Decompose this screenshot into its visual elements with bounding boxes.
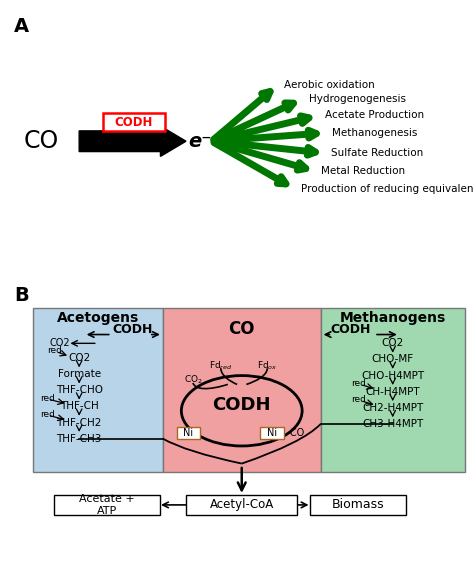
FancyBboxPatch shape: [260, 427, 283, 439]
Text: red: red: [40, 410, 55, 419]
Text: red: red: [351, 395, 366, 404]
Text: red: red: [46, 346, 62, 355]
Text: Metal Reduction: Metal Reduction: [321, 167, 406, 177]
Text: Sulfate Reduction: Sulfate Reduction: [331, 148, 424, 158]
Text: –CO: –CO: [286, 428, 305, 438]
Bar: [163, 308, 321, 472]
Text: Production of reducing equivalence: Production of reducing equivalence: [301, 184, 474, 194]
Ellipse shape: [182, 375, 302, 446]
Text: CODH: CODH: [331, 323, 371, 336]
Text: Fd$_{red}$: Fd$_{red}$: [209, 359, 233, 371]
Text: CO2: CO2: [382, 338, 404, 348]
Text: Acetate Production: Acetate Production: [325, 110, 424, 120]
Text: CO: CO: [23, 129, 59, 153]
Text: THF-CH: THF-CH: [60, 401, 99, 411]
Text: CO2: CO2: [49, 338, 70, 348]
Text: B: B: [14, 286, 29, 305]
Text: Ni: Ni: [267, 428, 277, 438]
FancyBboxPatch shape: [186, 495, 297, 515]
Text: Acetyl-CoA: Acetyl-CoA: [210, 499, 274, 511]
Text: CH2-H4MPT: CH2-H4MPT: [362, 403, 423, 413]
Text: CH3-H4MPT: CH3-H4MPT: [362, 419, 423, 429]
FancyBboxPatch shape: [177, 427, 200, 439]
Text: THF-CHO: THF-CHO: [55, 385, 103, 395]
Text: CODH: CODH: [115, 116, 153, 129]
Text: CODH: CODH: [112, 323, 153, 336]
Text: THF-CH3: THF-CH3: [56, 434, 102, 444]
FancyBboxPatch shape: [54, 495, 160, 515]
Text: Methanogenesis: Methanogenesis: [332, 128, 418, 138]
Text: THF-CH2: THF-CH2: [56, 417, 102, 427]
Text: Methanogens: Methanogens: [339, 312, 446, 325]
FancyArrow shape: [79, 126, 186, 156]
Text: CO2: CO2: [68, 353, 90, 363]
Text: CO: CO: [228, 320, 255, 338]
Text: CODH: CODH: [212, 396, 271, 414]
Text: CH-H4MPT: CH-H4MPT: [365, 387, 420, 397]
Text: Formate: Formate: [58, 369, 100, 379]
Bar: [33, 308, 163, 472]
Text: A: A: [14, 17, 29, 36]
Text: Ni: Ni: [183, 428, 193, 438]
Text: CO$_2$: CO$_2$: [183, 374, 202, 386]
Text: Acetate +
ATP: Acetate + ATP: [79, 494, 135, 516]
Text: Fd$_{ox}$: Fd$_{ox}$: [257, 359, 278, 371]
FancyBboxPatch shape: [103, 113, 164, 131]
Text: red: red: [40, 394, 55, 402]
Text: Hydrogenogenesis: Hydrogenogenesis: [309, 94, 406, 104]
Text: Acetogens: Acetogens: [56, 312, 139, 325]
Text: e⁻: e⁻: [188, 132, 212, 151]
Text: CHO-MF: CHO-MF: [372, 354, 414, 365]
Text: Aerobic oxidation: Aerobic oxidation: [284, 80, 374, 90]
Text: CHO-H4MPT: CHO-H4MPT: [361, 371, 424, 381]
Bar: [321, 308, 465, 472]
FancyBboxPatch shape: [310, 495, 406, 515]
Text: red: red: [351, 379, 366, 388]
Text: Biomass: Biomass: [331, 499, 384, 511]
